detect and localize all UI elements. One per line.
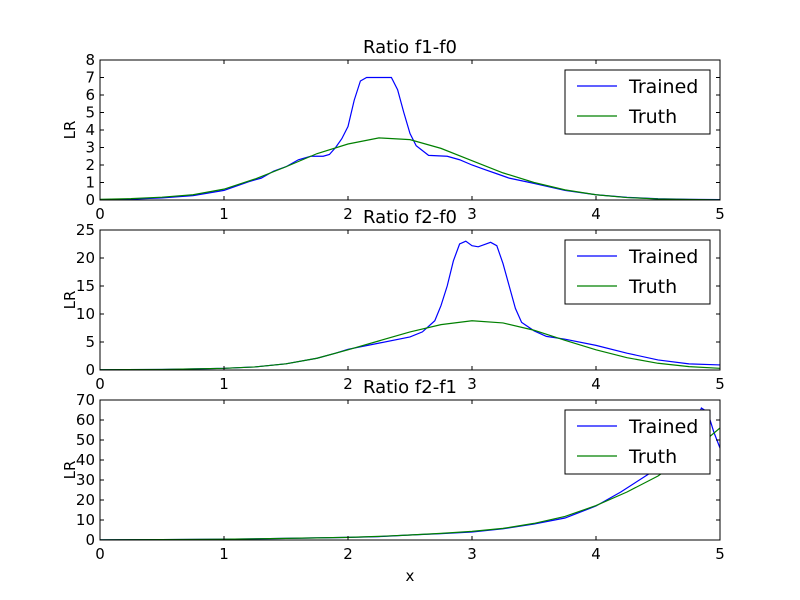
y-tick-label: 30 [76, 471, 95, 489]
x-tick-label: 5 [715, 375, 725, 393]
x-tick-label: 4 [591, 205, 601, 223]
x-tick-label: 1 [219, 375, 229, 393]
y-tick-label: 1 [85, 174, 95, 192]
x-tick-label: 2 [343, 545, 353, 563]
legend-label-truth: Truth [628, 276, 677, 298]
x-tick-label: 1 [219, 205, 229, 223]
legend-box [564, 409, 711, 475]
y-axis-label: LR [61, 461, 79, 480]
x-tick-label: 4 [591, 375, 601, 393]
y-tick-label: 5 [85, 104, 95, 122]
y-tick-label: 4 [85, 121, 95, 139]
x-tick-label: 4 [591, 545, 601, 563]
axes-frame [99, 229, 721, 371]
plot-area [100, 240, 720, 370]
y-tick-label: 3 [85, 139, 95, 157]
x-tick-label: 5 [715, 205, 725, 223]
legend: Trained Truth [564, 69, 711, 135]
x-axis-label: x [406, 567, 415, 585]
y-tick-label: 0 [85, 361, 95, 379]
plot-area [100, 76, 720, 200]
subplot-title: Ratio f1-f0 [363, 37, 457, 58]
x-tick-label: 3 [467, 545, 477, 563]
x-tick-label: 2 [343, 375, 353, 393]
subplot-title: Ratio f2-f0 [363, 207, 457, 228]
legend: Trained Truth [564, 409, 711, 475]
y-tick-label: 20 [76, 249, 95, 267]
x-tick-label: 3 [467, 375, 477, 393]
y-tick-label: 20 [76, 491, 95, 509]
x-tick-label: 0 [95, 205, 105, 223]
y-tick-label: 0 [85, 531, 95, 549]
y-tick-label: 2 [85, 156, 95, 174]
y-tick-label: 10 [76, 511, 95, 529]
x-tick-label: 0 [95, 375, 105, 393]
legend-label-truth: Truth [628, 106, 677, 128]
legend-label-trained: Trained [628, 416, 698, 438]
x-tick-label: 3 [467, 205, 477, 223]
y-tick-label: 40 [76, 451, 95, 469]
y-tick-label: 60 [76, 411, 95, 429]
x-tick-label: 5 [715, 545, 725, 563]
y-tick-label: 8 [85, 51, 95, 69]
series-line-trained [100, 76, 720, 200]
legend: Trained Truth [564, 239, 711, 305]
y-tick-label: 15 [76, 277, 95, 295]
legend-label-trained: Trained [628, 76, 698, 98]
legend-label-trained: Trained [628, 246, 698, 268]
axes-frame [99, 399, 721, 541]
y-tick-label: 0 [85, 191, 95, 209]
y-tick-label: 70 [76, 391, 95, 409]
subplot-title: Ratio f2-f1 [363, 377, 457, 398]
x-tick-label: 0 [95, 545, 105, 563]
x-tick-label: 2 [343, 205, 353, 223]
series-line-truth [100, 427, 720, 540]
y-tick-label: 10 [76, 305, 95, 323]
series-line-truth [100, 320, 720, 370]
y-tick-label: 6 [85, 86, 95, 104]
legend-label-truth: Truth [628, 446, 677, 468]
legend-box [564, 239, 711, 305]
y-tick-label: 50 [76, 431, 95, 449]
y-tick-label: 5 [85, 333, 95, 351]
y-tick-label: 7 [85, 69, 95, 87]
x-tick-label: 1 [219, 545, 229, 563]
y-axis-label: LR [61, 121, 79, 140]
y-tick-label: 25 [76, 221, 95, 239]
series-line-truth [100, 137, 720, 200]
y-axis-label: LR [61, 291, 79, 310]
legend-box [564, 69, 711, 135]
